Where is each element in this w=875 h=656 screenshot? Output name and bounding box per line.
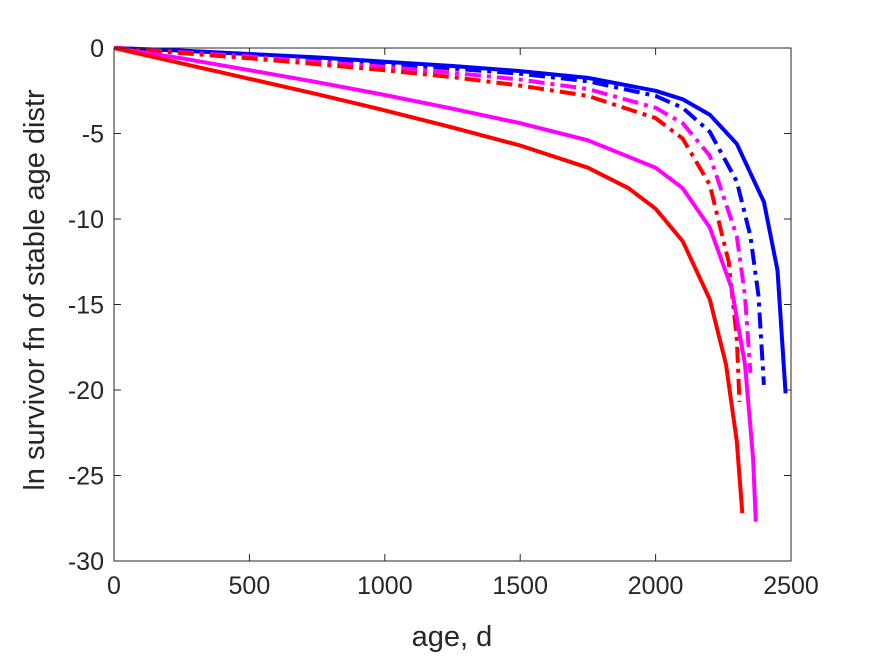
y-tick-label: 0 (90, 35, 104, 63)
series-line-2 (113, 46, 766, 386)
y-tick-label: -20 (68, 377, 104, 405)
y-tick-label: -5 (82, 121, 104, 149)
series-layer (113, 46, 788, 522)
series-line-6 (113, 46, 745, 514)
x-tick-label: 2500 (763, 572, 819, 600)
series-line-3 (113, 46, 753, 374)
x-axis-title: age, d (412, 621, 493, 653)
x-axis: 0 500 1000 1500 2000 2500 (107, 48, 819, 600)
x-tick-label: 500 (229, 572, 271, 600)
x-tick-label: 1500 (492, 572, 548, 600)
y-tick-label: -10 (68, 206, 104, 234)
y-axis: 0 -5 -10 -15 -20 -25 -30 (68, 35, 791, 576)
plot-background (114, 48, 791, 561)
x-tick-label: 1000 (357, 572, 413, 600)
series-line-5 (113, 46, 758, 522)
x-tick-label: 0 (107, 572, 121, 600)
y-tick-label: -15 (68, 292, 104, 320)
x-tick-label: 2000 (628, 572, 684, 600)
y-tick-label: -25 (68, 463, 104, 491)
y-tick-label: -30 (68, 548, 104, 576)
y-axis-title: ln survivor fn of stable age distr (19, 89, 51, 491)
series-line-1 (113, 46, 788, 394)
